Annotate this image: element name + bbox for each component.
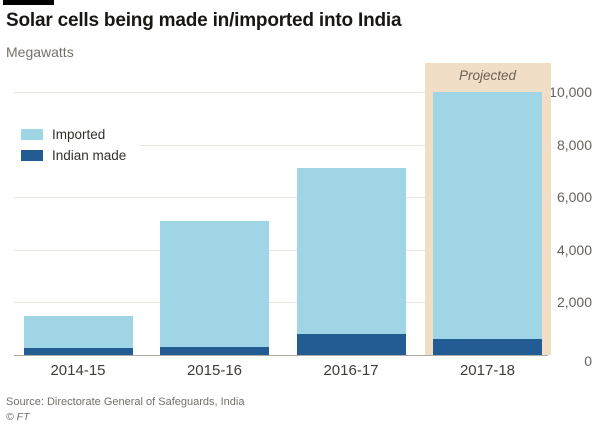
ft-credit: © FT bbox=[6, 411, 30, 423]
imported-swatch bbox=[21, 129, 43, 140]
x-axis-line bbox=[14, 355, 548, 356]
gridline-4000 bbox=[14, 249, 548, 251]
y-tick-label-6000: 6,000 bbox=[556, 189, 592, 206]
legend: Imported Indian made bbox=[14, 124, 141, 167]
bar-imported-2017-18 bbox=[433, 92, 542, 340]
x-tick-label-2016-17: 2016-17 bbox=[323, 362, 379, 379]
bar-indian-made-2014-15 bbox=[23, 348, 133, 355]
gridline-2000 bbox=[14, 302, 548, 304]
bar-imported-2014-15 bbox=[23, 315, 133, 349]
y-tick-label-2000: 2,000 bbox=[556, 294, 592, 311]
projected-label: Projected bbox=[458, 68, 517, 83]
chart-title: Solar cells being made in/imported into … bbox=[6, 10, 402, 31]
legend-label-indian-made: Indian made bbox=[52, 148, 127, 163]
bar-imported-2015-16 bbox=[160, 221, 269, 348]
chart-subtitle: Megawatts bbox=[6, 44, 74, 60]
legend-label-imported: Imported bbox=[52, 127, 106, 142]
y-tick-label-0: 0 bbox=[584, 353, 592, 369]
y-tick-label-8000: 8,000 bbox=[556, 136, 592, 153]
x-tick-label-2017-18: 2017-18 bbox=[459, 362, 516, 379]
indian-made-swatch bbox=[21, 150, 43, 161]
gridline-10000 bbox=[14, 92, 548, 94]
legend-item-imported: Imported bbox=[21, 127, 126, 142]
x-tick-label-2015-16: 2015-16 bbox=[186, 362, 243, 379]
title-accent-bar bbox=[3, 0, 54, 5]
gridline-8000 bbox=[14, 144, 548, 146]
source-note: Source: Directorate General of Safeguard… bbox=[6, 396, 245, 408]
legend-item-indian-made: Indian made bbox=[21, 148, 126, 163]
bar-indian-made-2017-18 bbox=[433, 339, 542, 355]
y-tick-label-10000: 10,000 bbox=[549, 84, 592, 101]
gridline-6000 bbox=[14, 197, 548, 199]
y-tick-label-4000: 4,000 bbox=[556, 241, 592, 258]
x-tick-label-2014-15: 2014-15 bbox=[50, 362, 106, 379]
bar-indian-made-2015-16 bbox=[160, 347, 269, 355]
bar-indian-made-2016-17 bbox=[296, 333, 406, 355]
bar-imported-2016-17 bbox=[296, 168, 406, 334]
